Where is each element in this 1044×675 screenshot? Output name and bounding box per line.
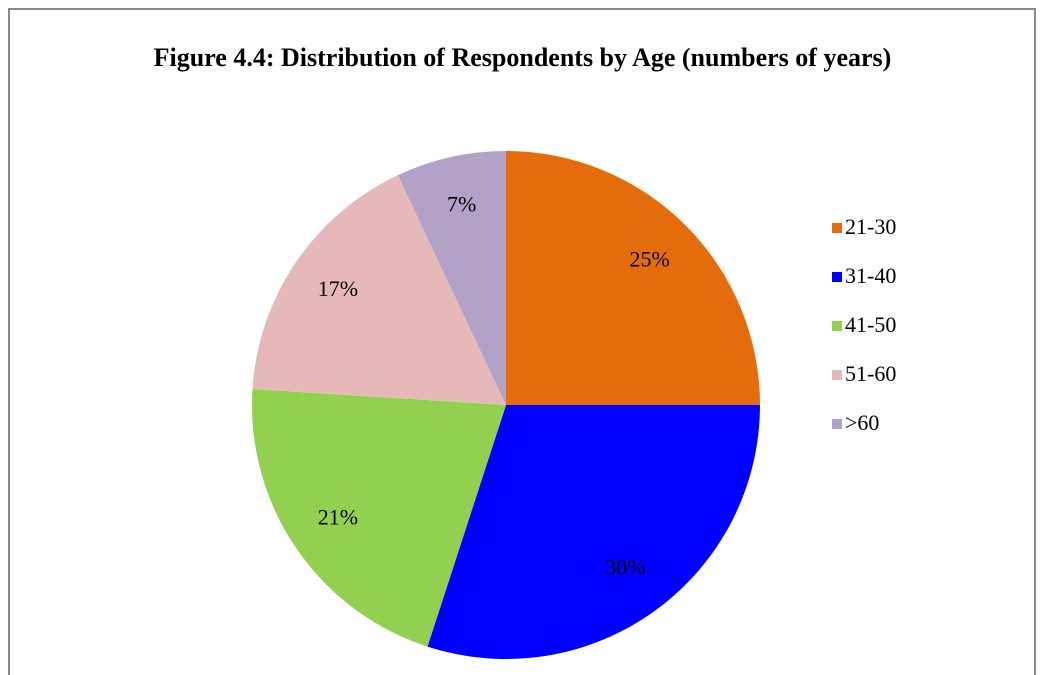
legend-swatch bbox=[832, 419, 842, 429]
legend-label: 31-40 bbox=[845, 263, 896, 288]
data-label: 30% bbox=[605, 554, 645, 579]
data-label: 25% bbox=[630, 246, 670, 271]
legend-label: >60 bbox=[845, 410, 879, 435]
legend-swatch bbox=[832, 370, 842, 380]
chart-title: Figure 4.4: Distribution of Respondents … bbox=[153, 43, 892, 72]
chart-frame bbox=[8, 8, 1036, 675]
legend-label: 21-30 bbox=[845, 214, 896, 239]
legend-label: 41-50 bbox=[845, 312, 896, 337]
data-label: 17% bbox=[318, 276, 358, 301]
legend-swatch bbox=[832, 223, 842, 233]
legend-swatch bbox=[832, 272, 842, 282]
legend-swatch bbox=[832, 321, 842, 331]
pie-slice bbox=[506, 151, 760, 405]
data-label: 21% bbox=[318, 504, 358, 529]
pie-slice bbox=[252, 175, 506, 405]
legend-label: 51-60 bbox=[845, 361, 896, 386]
pie-slice bbox=[252, 389, 506, 647]
pie-slice bbox=[427, 405, 760, 659]
data-label: 7% bbox=[447, 192, 476, 217]
pie-slice bbox=[397, 151, 506, 405]
